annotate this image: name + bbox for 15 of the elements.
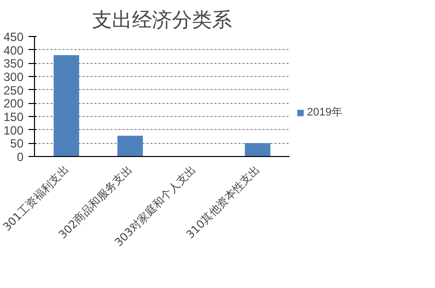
chart-title: 支出经济分类系 — [92, 8, 232, 32]
bar — [117, 136, 143, 156]
y-tick-label: 350 — [3, 56, 24, 71]
y-tick-label: 400 — [3, 43, 24, 58]
y-tick-label: 450 — [3, 30, 24, 44]
y-tick-label: 250 — [3, 83, 24, 98]
bar — [244, 143, 270, 156]
y-tick-label: 50 — [10, 136, 24, 151]
y-tick-label: 300 — [3, 70, 24, 84]
legend-label: 2019年 — [307, 106, 342, 120]
y-tick-label: 100 — [3, 123, 24, 138]
y-tick-label: 0 — [16, 150, 24, 164]
y-tick-label: 150 — [3, 110, 24, 124]
y-tick-label: 200 — [3, 96, 24, 111]
bar — [54, 55, 80, 156]
